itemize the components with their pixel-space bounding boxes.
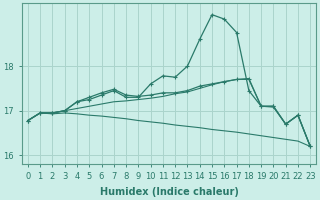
X-axis label: Humidex (Indice chaleur): Humidex (Indice chaleur) bbox=[100, 187, 238, 197]
